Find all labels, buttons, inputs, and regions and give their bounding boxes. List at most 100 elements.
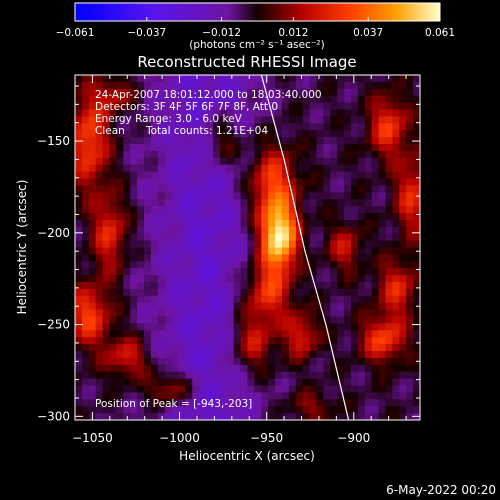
heatmap-cell bbox=[323, 137, 331, 145]
heatmap-cell bbox=[302, 337, 310, 345]
heatmap-cell bbox=[164, 288, 172, 297]
heatmap-cell bbox=[316, 178, 324, 186]
heatmap-cell bbox=[88, 247, 97, 255]
heatmap-cell bbox=[288, 344, 297, 352]
heatmap-cell bbox=[213, 130, 221, 138]
heatmap-cell bbox=[240, 302, 248, 310]
heatmap-cell bbox=[268, 295, 276, 304]
heatmap-cell bbox=[192, 268, 200, 276]
heatmap-cell bbox=[399, 316, 407, 324]
heatmap-cell bbox=[392, 406, 400, 414]
x-tick-label: −1000 bbox=[159, 431, 200, 445]
heatmap-cell bbox=[75, 226, 83, 235]
heatmap-cell bbox=[316, 123, 324, 131]
heatmap-cell bbox=[206, 261, 214, 269]
heatmap-cell bbox=[144, 157, 152, 166]
heatmap-cell bbox=[81, 130, 90, 138]
heatmap-cell bbox=[116, 102, 124, 110]
heatmap-cell bbox=[413, 178, 420, 186]
heatmap-cell bbox=[178, 302, 186, 310]
heatmap-cell bbox=[323, 171, 331, 179]
heatmap-cell bbox=[344, 344, 352, 352]
heatmap-cell bbox=[302, 344, 310, 352]
heatmap-cell bbox=[261, 344, 269, 352]
heatmap-cell bbox=[137, 171, 145, 179]
heatmap-cell bbox=[219, 95, 228, 103]
heatmap-cell bbox=[185, 213, 193, 221]
heatmap-cell bbox=[206, 330, 214, 338]
heatmap-cell bbox=[75, 316, 83, 324]
heatmap-cell bbox=[268, 81, 276, 90]
heatmap-cell bbox=[226, 240, 235, 248]
heatmap-cell bbox=[206, 199, 214, 207]
heatmap-cell bbox=[364, 337, 373, 345]
heatmap-cell bbox=[399, 75, 407, 83]
heatmap-cell bbox=[364, 295, 373, 304]
heatmap-cell bbox=[385, 323, 393, 331]
heatmap-cell bbox=[213, 178, 221, 186]
heatmap-cell bbox=[137, 268, 145, 276]
heatmap-cell bbox=[254, 130, 262, 138]
heatmap-cell bbox=[75, 371, 83, 379]
heatmap-cell bbox=[102, 130, 110, 138]
heatmap-cell bbox=[288, 413, 297, 420]
heatmap-cell bbox=[233, 413, 241, 420]
heatmap-cell bbox=[75, 240, 83, 248]
heatmap-cell bbox=[192, 254, 200, 262]
heatmap-cell bbox=[192, 192, 200, 200]
heatmap-cell bbox=[116, 378, 124, 386]
heatmap-cell bbox=[95, 288, 103, 297]
heatmap-cell bbox=[213, 413, 221, 420]
heatmap-cell bbox=[275, 254, 283, 262]
heatmap-cell bbox=[199, 81, 207, 90]
heatmap-cell bbox=[123, 95, 131, 103]
heatmap-cell bbox=[385, 206, 393, 214]
heatmap-cell bbox=[261, 81, 269, 90]
heatmap-cell bbox=[371, 351, 379, 359]
heatmap-cell bbox=[75, 219, 83, 228]
heatmap-cell bbox=[364, 192, 373, 200]
heatmap-cell bbox=[130, 268, 138, 276]
heatmap-cell bbox=[178, 233, 186, 241]
heatmap-cell bbox=[116, 123, 124, 131]
heatmap-cell bbox=[130, 275, 138, 283]
heatmap-cell bbox=[171, 268, 179, 276]
heatmap-cell bbox=[150, 219, 159, 228]
heatmap-cell bbox=[185, 102, 193, 110]
heatmap-cell bbox=[357, 226, 366, 235]
heatmap-cell bbox=[261, 192, 269, 200]
heatmap-cell bbox=[81, 392, 90, 400]
heatmap-cell bbox=[233, 102, 241, 110]
heatmap-cell bbox=[302, 206, 310, 214]
heatmap-cell bbox=[95, 88, 103, 97]
heatmap-cell bbox=[288, 81, 297, 90]
heatmap-cell bbox=[233, 171, 241, 179]
heatmap-cell bbox=[309, 213, 317, 221]
heatmap-cell bbox=[199, 309, 207, 317]
heatmap-cell bbox=[302, 302, 310, 310]
solar-limb-line bbox=[260, 75, 350, 420]
heatmap-cell bbox=[81, 351, 90, 359]
heatmap-cell bbox=[371, 88, 379, 97]
heatmap-cell bbox=[302, 157, 310, 166]
heatmap-cell bbox=[385, 302, 393, 310]
heatmap-cell bbox=[206, 88, 214, 97]
heatmap-cell bbox=[164, 295, 172, 304]
heatmap-cell bbox=[185, 316, 193, 324]
heatmap-cell bbox=[385, 351, 393, 359]
heatmap-cell bbox=[185, 137, 193, 145]
heatmap-cell bbox=[81, 371, 90, 379]
heatmap-cell bbox=[178, 309, 186, 317]
heatmap-cell bbox=[226, 330, 235, 338]
heatmap-cell bbox=[261, 316, 269, 324]
heatmap-cell bbox=[295, 240, 304, 248]
heatmap-cell bbox=[240, 88, 248, 97]
heatmap-cell bbox=[309, 371, 317, 379]
heatmap-cell bbox=[288, 288, 297, 297]
heatmap-cell bbox=[150, 275, 159, 283]
heatmap-cell bbox=[81, 233, 90, 241]
heatmap-cell bbox=[171, 88, 179, 97]
heatmap-cell bbox=[371, 302, 379, 310]
heatmap-cell bbox=[123, 254, 131, 262]
heatmap-cell bbox=[344, 275, 352, 283]
